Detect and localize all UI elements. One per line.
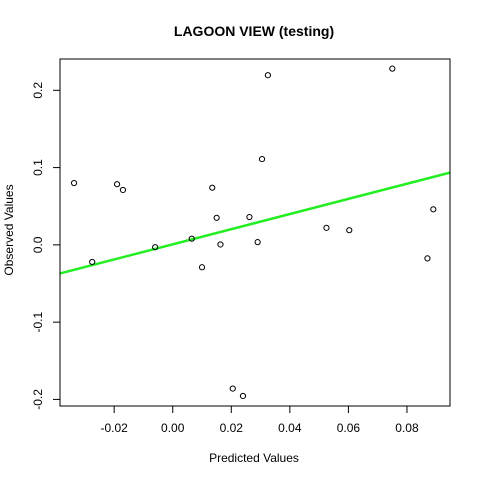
y-tick-label: 0.2	[31, 82, 45, 99]
data-point	[113, 181, 121, 188]
data-point	[198, 264, 206, 271]
data-point	[239, 392, 247, 400]
x-tick-label: -0.02	[100, 421, 128, 435]
data-point	[209, 184, 216, 191]
data-point	[188, 235, 195, 242]
y-tick-label: -0.1	[31, 311, 45, 332]
data-point	[346, 227, 353, 234]
fit-line-layer	[59, 171, 451, 275]
data-point	[264, 72, 271, 79]
data-point	[323, 224, 330, 231]
data-point	[217, 241, 224, 248]
data-point	[424, 255, 431, 262]
chart-title: LAGOON VIEW (testing)	[174, 23, 334, 39]
x-tick-label: 0.06	[337, 421, 361, 435]
x-axis: -0.02 0.00 0.02 0.04 0.06 0.08	[100, 406, 419, 435]
regression-line	[59, 171, 451, 275]
data-point	[430, 206, 437, 213]
data-point	[389, 65, 396, 72]
data-point	[213, 214, 220, 221]
y-tick-label: 0.0	[31, 236, 45, 253]
data-point	[229, 385, 236, 392]
y-axis: -0.2 -0.1 0.0 0.1 0.2	[31, 82, 60, 410]
y-tick-label: 0.1	[31, 159, 45, 176]
y-tick-label: -0.2	[31, 389, 45, 410]
plot-frame	[59, 58, 451, 407]
data-point	[70, 179, 78, 187]
points-layer	[70, 65, 437, 400]
x-axis-label: Predicted Values	[209, 451, 299, 465]
x-tick-label: 0.04	[278, 421, 302, 435]
data-point	[119, 186, 127, 194]
data-point	[258, 155, 266, 163]
data-point	[89, 258, 96, 266]
x-tick-label: 0.00	[161, 421, 185, 435]
y-axis-label: Observed Values	[2, 184, 16, 275]
data-point	[152, 244, 159, 251]
data-point	[246, 213, 253, 221]
x-tick-label: 0.02	[220, 421, 244, 435]
data-point	[254, 239, 261, 246]
x-tick-label: 0.08	[395, 421, 419, 435]
